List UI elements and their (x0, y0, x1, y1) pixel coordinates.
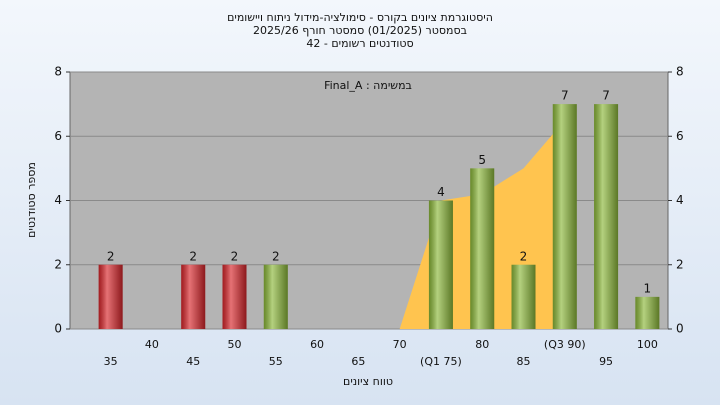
y-tick-label: 8 (54, 65, 62, 79)
chart-subtitle: 42 - סטודנטים רשומים (306, 37, 413, 50)
bar-shine (222, 264, 247, 329)
x-tick-label: 85 (517, 355, 531, 368)
x-tick-label: 60 (310, 338, 324, 351)
annotation: Final_A : במשימה (324, 79, 412, 92)
chart-subtitle: בסמסטר (01/2025) סמסטר חורף 2025/26 (253, 24, 467, 37)
y2-tick-label: 4 (676, 193, 684, 207)
y-tick-label: 4 (54, 193, 62, 207)
data-label: 7 (561, 89, 569, 103)
x-tick-label: 100 (637, 338, 658, 351)
bar-shine (263, 264, 288, 329)
y2-tick-label: 2 (676, 257, 684, 271)
data-label: 2 (272, 249, 280, 263)
x-tick-label: 95 (599, 355, 613, 368)
x-tick-label: (Q3 90) (544, 338, 586, 351)
bar-shine (552, 104, 577, 329)
x-tick-label: 70 (393, 338, 407, 351)
y-axis-label: מספר סטודנטים (25, 162, 38, 238)
x-tick-label: 80 (475, 338, 489, 351)
y2-tick-label: 6 (676, 129, 684, 143)
bar-shine (635, 296, 660, 329)
bar-shine (470, 168, 495, 329)
data-label: 2 (231, 249, 239, 263)
data-label: 5 (478, 153, 486, 167)
bar-shine (98, 264, 123, 329)
bar-shine (181, 264, 206, 329)
y2-tick-label: 8 (676, 65, 684, 79)
y-tick-label: 0 (54, 322, 62, 336)
data-label: 2 (107, 249, 115, 263)
data-label: 4 (437, 185, 445, 199)
data-label: 2 (520, 249, 528, 263)
x-tick-label: 40 (145, 338, 159, 351)
bar-shine (511, 264, 536, 329)
bar-shine (428, 200, 453, 329)
y-tick-label: 6 (54, 129, 62, 143)
data-label: 1 (644, 281, 652, 295)
x-tick-label: 50 (228, 338, 242, 351)
data-label: 2 (189, 249, 197, 263)
x-axis-label: טווח ציונים (343, 375, 393, 388)
bar-shine (594, 104, 619, 329)
x-tick-label: 55 (269, 355, 283, 368)
y-tick-label: 2 (54, 257, 62, 271)
y2-tick-label: 0 (676, 322, 684, 336)
data-label: 7 (602, 89, 610, 103)
x-tick-label: 45 (186, 355, 200, 368)
chart-title: היסטוגרמת ציונים בקורס - סימולציה-מידול … (227, 11, 493, 24)
x-tick-label: 35 (104, 355, 118, 368)
x-tick-label: 65 (351, 355, 365, 368)
x-tick-label: (Q1 75) (420, 355, 462, 368)
